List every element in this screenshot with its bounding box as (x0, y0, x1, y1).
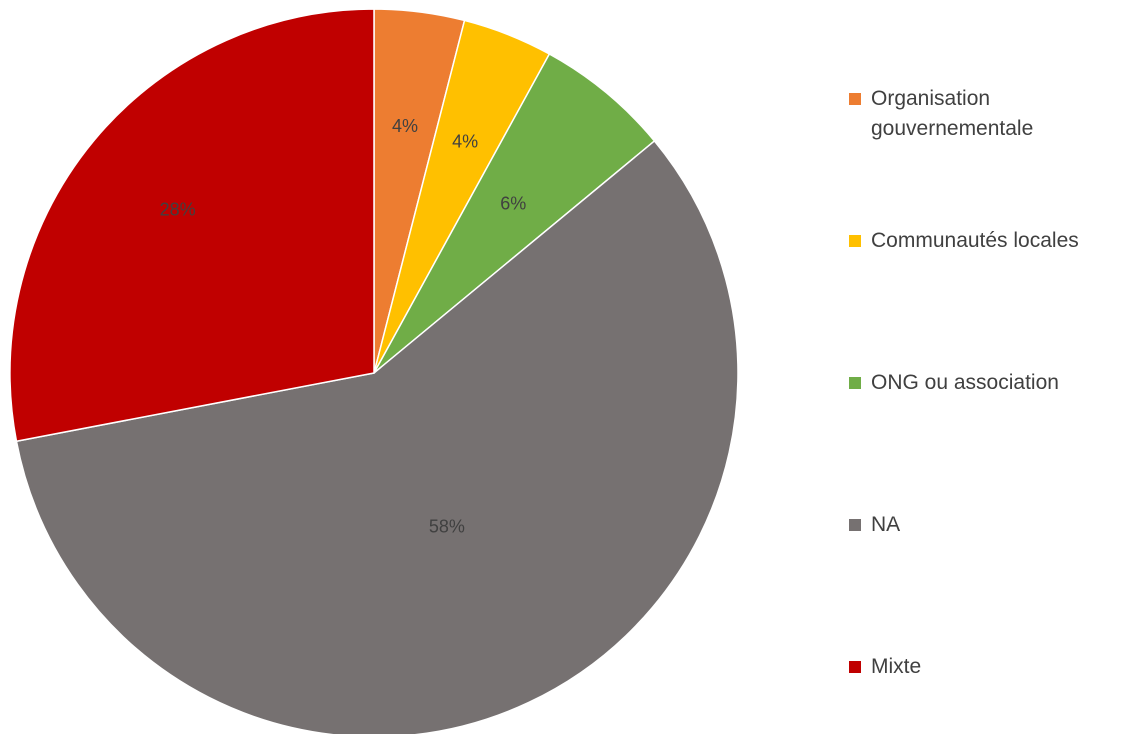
legend-item-mixte: Mixte (849, 652, 1116, 682)
pie-slice-na (15, 139, 739, 734)
slice-label-ong-ou-association: 6% (500, 193, 526, 213)
legend-label: ONG ou association (871, 371, 1059, 394)
legend-label: Organisation gouvernementale (871, 87, 1034, 140)
legend-swatch (849, 519, 861, 531)
pie-slice-mixte (9, 8, 375, 443)
legend-swatch (849, 377, 861, 389)
pie-slice-ong-ou-association (373, 53, 656, 374)
slice-labels: 4% 4% 6% 58% 28% (160, 116, 527, 536)
legend-label: Communautés locales (871, 229, 1079, 252)
legend-swatch (849, 661, 861, 673)
legend-swatch (849, 93, 861, 105)
legend-item-na: NA (849, 510, 1116, 540)
legend-item-organisation-gouvernementale: Organisation gouvernementale (849, 84, 1116, 144)
legend-label: Mixte (871, 655, 922, 678)
pie-slices (9, 8, 739, 734)
slice-label-na: 58% (429, 517, 465, 537)
legend-label: NA (871, 513, 901, 536)
slice-label-mixte: 28% (160, 199, 196, 219)
slice-label-organisation-gouvernementale: 4% (392, 116, 418, 136)
slice-label-communautes-locales: 4% (452, 132, 478, 152)
legend-swatch (849, 235, 861, 247)
legend-item-communautes-locales: Communautés locales (849, 226, 1116, 256)
legend-item-ong-ou-association: ONG ou association (849, 368, 1116, 398)
